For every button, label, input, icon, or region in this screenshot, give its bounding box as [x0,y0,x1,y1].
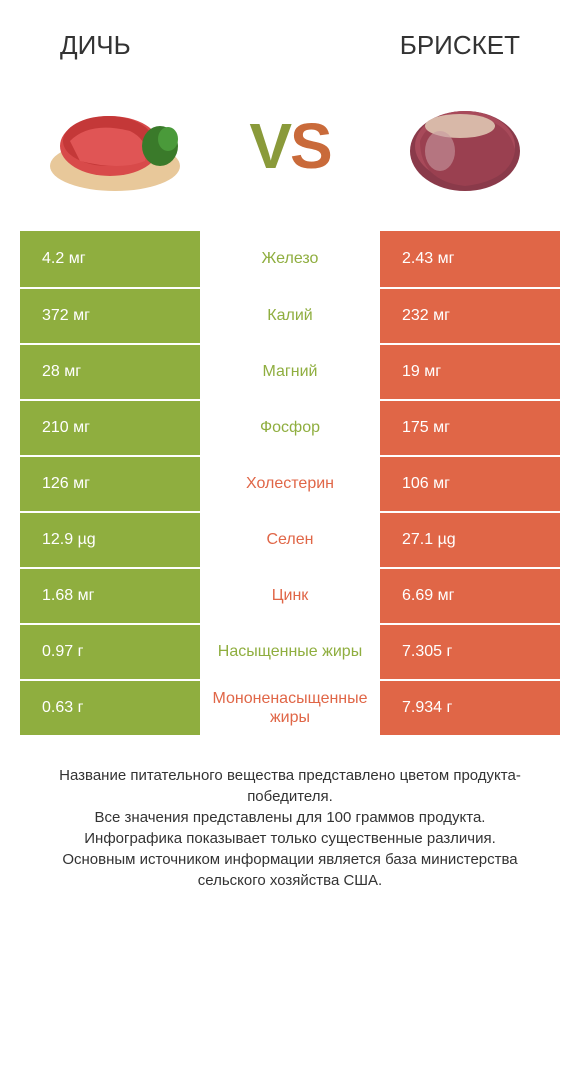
table-row: 210 мгФосфор175 мг [20,399,560,455]
left-value: 126 мг [20,457,200,511]
left-value: 210 мг [20,401,200,455]
table-row: 4.2 мгЖелезо2.43 мг [20,231,560,287]
left-value: 4.2 мг [20,231,200,287]
table-row: 126 мгХолестерин106 мг [20,455,560,511]
vs-label: VS [249,109,330,183]
table-row: 372 мгКалий232 мг [20,287,560,343]
right-value: 7.934 г [380,681,560,735]
vs-s: S [290,110,331,182]
header: ДИЧЬ БРИСКЕТ [0,0,580,71]
left-value: 0.97 г [20,625,200,679]
right-value: 175 мг [380,401,560,455]
right-value: 232 мг [380,289,560,343]
right-value: 19 мг [380,345,560,399]
right-value: 2.43 мг [380,231,560,287]
left-value: 372 мг [20,289,200,343]
table-row: 0.63 гМононенасыщенные жиры7.934 г [20,679,560,735]
left-title: ДИЧЬ [60,30,131,61]
nutrient-label: Селен [200,513,380,567]
nutrient-label: Цинк [200,569,380,623]
left-food-image [40,91,190,201]
nutrient-label: Магний [200,345,380,399]
right-value: 6.69 мг [380,569,560,623]
footer-line: Все значения представлены для 100 граммо… [30,807,550,828]
table-row: 12.9 µgСелен27.1 µg [20,511,560,567]
vs-v: V [249,110,290,182]
right-value: 27.1 µg [380,513,560,567]
nutrient-label: Фосфор [200,401,380,455]
left-value: 0.63 г [20,681,200,735]
footer-text: Название питательного вещества представл… [0,735,580,891]
left-value: 12.9 µg [20,513,200,567]
table-row: 1.68 мгЦинк6.69 мг [20,567,560,623]
right-value: 7.305 г [380,625,560,679]
right-title: БРИСКЕТ [400,30,520,61]
nutrient-label: Насыщенные жиры [200,625,380,679]
table-row: 28 мгМагний19 мг [20,343,560,399]
left-value: 28 мг [20,345,200,399]
right-value: 106 мг [380,457,560,511]
nutrient-label: Мононенасыщенные жиры [200,681,380,735]
comparison-table: 4.2 мгЖелезо2.43 мг372 мгКалий232 мг28 м… [20,231,560,735]
footer-line: Основным источником информации является … [30,849,550,891]
nutrient-label: Холестерин [200,457,380,511]
table-row: 0.97 гНасыщенные жиры7.305 г [20,623,560,679]
nutrient-label: Калий [200,289,380,343]
right-food-image [390,91,540,201]
images-row: VS [0,71,580,231]
footer-line: Инфографика показывает только существенн… [30,828,550,849]
left-value: 1.68 мг [20,569,200,623]
nutrient-label: Железо [200,231,380,287]
footer-line: Название питательного вещества представл… [30,765,550,807]
